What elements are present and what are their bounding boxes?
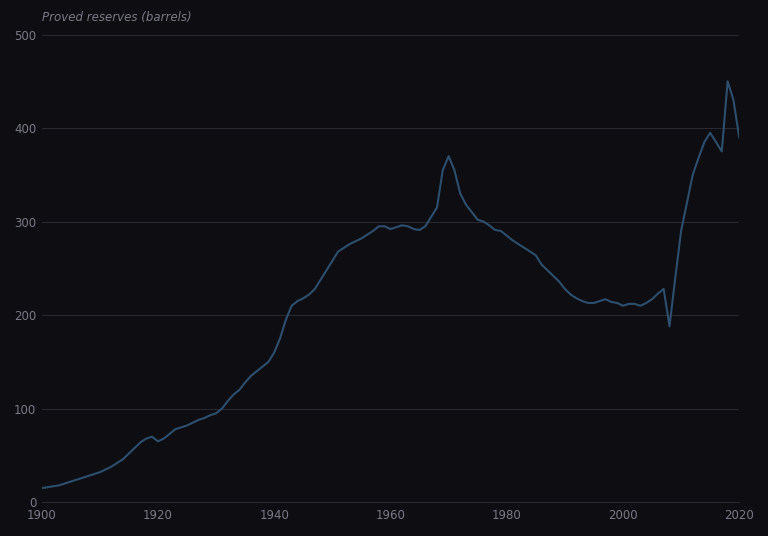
Text: Proved reserves (barrels): Proved reserves (barrels) [41,11,191,24]
